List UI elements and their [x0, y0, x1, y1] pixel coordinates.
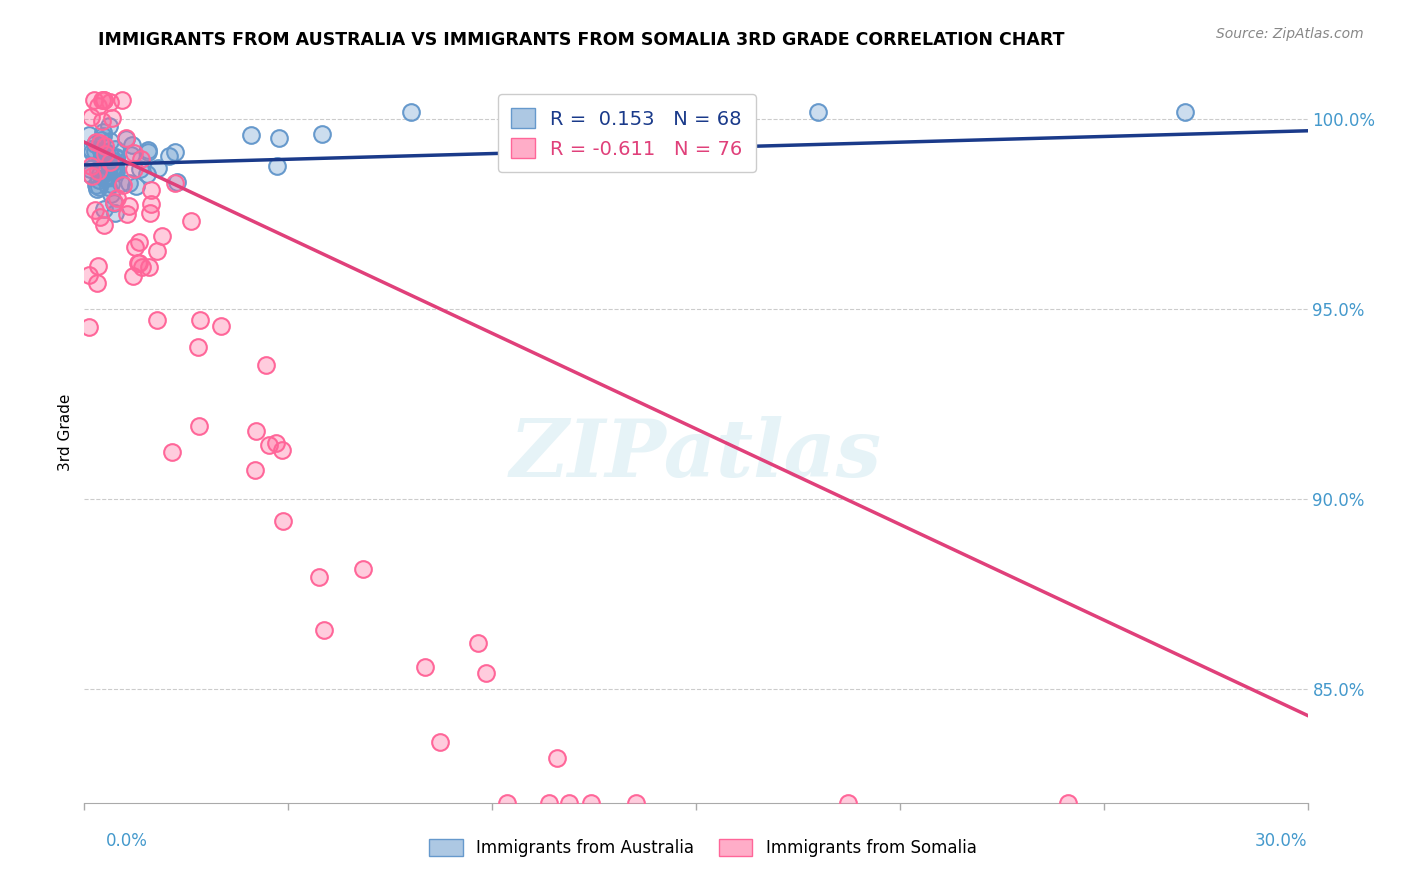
Legend: Immigrants from Australia, Immigrants from Somalia: Immigrants from Australia, Immigrants fr…: [420, 831, 986, 866]
Text: Source: ZipAtlas.com: Source: ZipAtlas.com: [1216, 27, 1364, 41]
Text: 30.0%: 30.0%: [1256, 831, 1308, 849]
Text: IMMIGRANTS FROM AUSTRALIA VS IMMIGRANTS FROM SOMALIA 3RD GRADE CORRELATION CHART: IMMIGRANTS FROM AUSTRALIA VS IMMIGRANTS …: [98, 31, 1064, 49]
Legend: R =  0.153   N = 68, R = -0.611   N = 76: R = 0.153 N = 68, R = -0.611 N = 76: [498, 95, 756, 172]
Text: ZIPatlas: ZIPatlas: [510, 416, 882, 493]
Y-axis label: 3rd Grade: 3rd Grade: [58, 394, 73, 471]
Text: 0.0%: 0.0%: [105, 831, 148, 849]
